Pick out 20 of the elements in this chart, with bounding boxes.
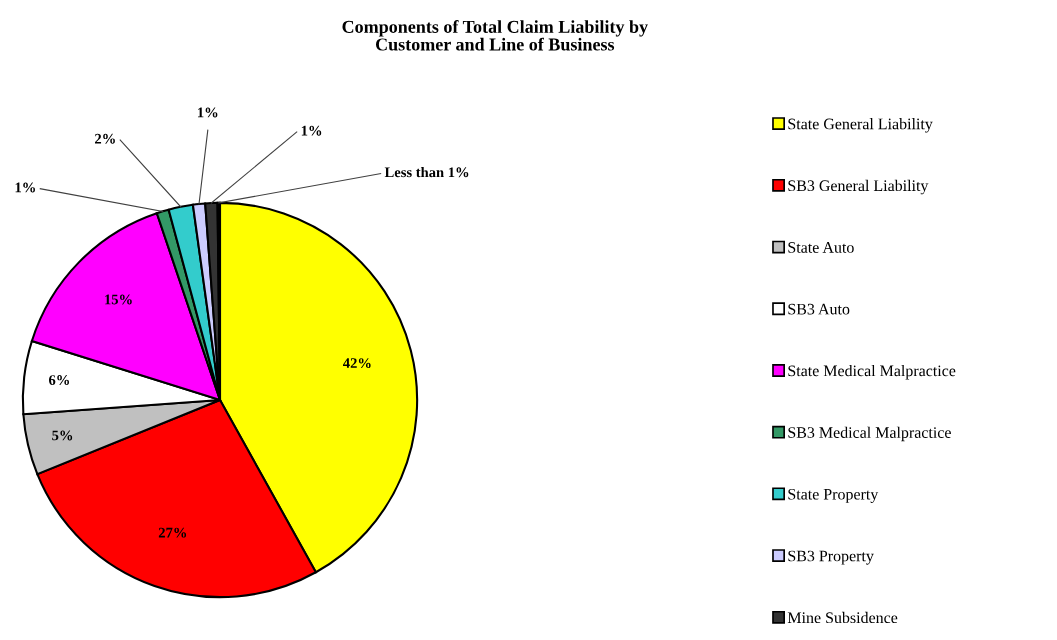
data-label: Less than 1%	[384, 166, 469, 178]
data-label: 2%	[95, 133, 115, 144]
data-label: 5%	[52, 430, 73, 441]
legend-label: SB3 Property	[788, 550, 874, 565]
legend-label: Mine Subsidence	[787, 611, 898, 624]
legend-label: State Medical Malpractice	[788, 364, 956, 380]
legend-label: State Auto	[788, 242, 854, 253]
legend-label: State Property	[788, 488, 879, 503]
legend-label: SB3 Auto	[788, 303, 850, 315]
chart-title: Components of Total Claim Liability by Customer and Line of Business	[342, 20, 648, 51]
data-label: 1%	[15, 182, 35, 193]
data-label: 42%	[343, 358, 371, 369]
data-label: 27%	[158, 527, 187, 538]
data-label: 1%	[198, 107, 218, 118]
data-label: 6%	[48, 375, 69, 385]
legend-label: State General Liability	[788, 118, 933, 133]
data-label: 1%	[301, 125, 322, 136]
legend-label: SB3 General Liability	[788, 179, 929, 195]
data-label: 15%	[105, 294, 132, 305]
legend-label: SB3 Medical Malpractice	[788, 426, 951, 442]
